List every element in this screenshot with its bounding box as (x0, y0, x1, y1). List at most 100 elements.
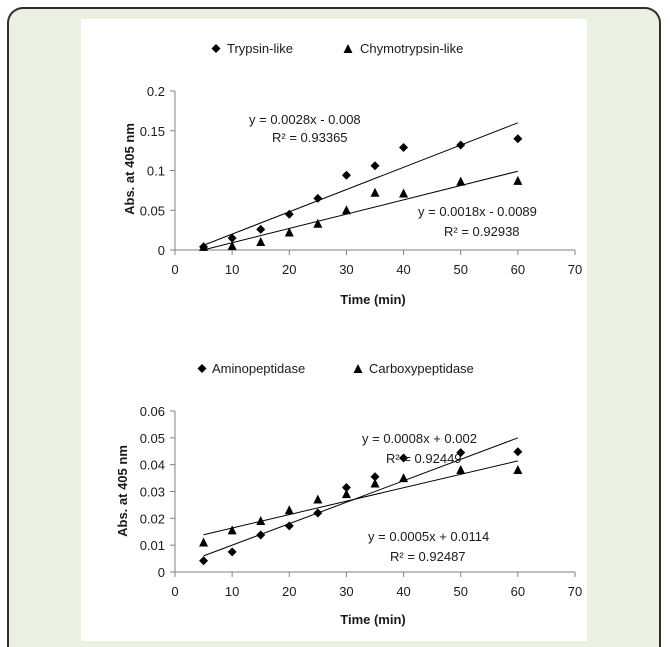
x-tick-label: 70 (568, 584, 582, 599)
x-tick-label: 70 (568, 262, 582, 277)
trendline-series-2 (203, 170, 518, 251)
y-tick-label: 0 (158, 565, 165, 580)
trendline-series-2 (203, 460, 518, 536)
trendline-equation-series-2: y = 0.0005x + 0.0114 (368, 529, 489, 544)
y-axis-title: Abs. at 405 nm (122, 123, 137, 215)
data-point-diamond (227, 547, 237, 557)
legend: Trypsin-like Chymotrypsin-like (211, 41, 463, 56)
data-point-triangle (256, 516, 266, 526)
data-point-diamond (256, 530, 266, 540)
trendline-equation-series-2: y = 0.0018x - 0.0089 (418, 204, 537, 219)
legend-label-series-1: Aminopeptidase (212, 361, 305, 376)
data-point-triangle (313, 494, 323, 504)
data-point-diamond (313, 193, 323, 203)
data-point-diamond (341, 170, 351, 180)
x-tick-label: 60 (511, 262, 525, 277)
trendlines (203, 437, 519, 557)
data-point-triangle (227, 525, 237, 535)
x-axis-title: Time (min) (340, 612, 406, 627)
data-point-diamond (284, 521, 294, 531)
data-point-triangle (341, 205, 351, 215)
legend: Aminopeptidase Carboxypeptidase (197, 361, 474, 376)
y-tick-label: 0.02 (140, 511, 165, 526)
data-point-triangle (456, 465, 466, 475)
trendline-equation-series-1: y = 0.0028x - 0.008 (249, 112, 361, 127)
data-point-triangle (199, 241, 209, 251)
legend-label-series-1: Trypsin-like (227, 41, 293, 56)
trendline-series-1 (203, 122, 519, 246)
x-tick-label: 40 (396, 584, 410, 599)
y-tick-label: 0.15 (140, 124, 165, 139)
y-tick-label: 0.04 (140, 458, 165, 473)
data-point-diamond (513, 447, 523, 457)
x-tick-label: 20 (282, 262, 296, 277)
x-tick-label: 50 (453, 584, 467, 599)
trendline-r2-series-2: R² = 0.92938 (444, 224, 520, 239)
y-tick-label: 0 (158, 243, 165, 258)
y-tick-label: 0.01 (140, 538, 165, 553)
x-tick-label: 10 (225, 262, 239, 277)
x-tick-label: 50 (453, 262, 467, 277)
chart-enzyme-trypsin: Trypsin-like Chymotrypsin-like 0 10 20 30 40… (122, 41, 582, 307)
data-point-triangle (513, 175, 523, 185)
y-axis-title: Abs. at 405 nm (115, 445, 130, 537)
data-point-diamond (256, 224, 266, 234)
data-point-triangle (341, 489, 351, 499)
legend-marker-triangle (343, 44, 353, 53)
trendlines (203, 122, 519, 251)
data-point-diamond (456, 448, 466, 458)
data-point-diamond (313, 508, 323, 518)
y-tick-label: 0.05 (140, 203, 165, 218)
data-point-triangle (313, 218, 323, 228)
data-point-triangle (399, 188, 409, 198)
data-point-diamond (199, 556, 209, 566)
y-tick-label: 0.2 (147, 84, 165, 99)
trendline-series-1 (203, 437, 519, 557)
data-point-diamond (284, 209, 294, 219)
y-tick-label: 0.03 (140, 485, 165, 500)
legend-marker-diamond (197, 364, 207, 373)
data-point-diamond (370, 161, 380, 171)
data-point-triangle (370, 187, 380, 197)
chart-enzyme-peptidase: Aminopeptidase Carboxypeptidase 0 10 20 30 4… (115, 361, 582, 627)
data-point-triangle (370, 478, 380, 488)
x-tick-label: 40 (396, 262, 410, 277)
axes: 0 10 20 30 40 50 60 70 0 0.01 0.02 0.03 0.04 0.05 0.06 (140, 404, 583, 599)
x-tick-label: 0 (171, 584, 178, 599)
x-tick-label: 30 (339, 262, 353, 277)
legend-label-series-2: Carboxypeptidase (369, 361, 474, 376)
x-axis-title: Time (min) (340, 292, 406, 307)
trendline-r2-series-1: R² = 0.93365 (272, 130, 348, 145)
data-point-triangle (284, 505, 294, 515)
data-point-diamond (399, 142, 409, 152)
y-tick-label: 0.1 (147, 164, 165, 179)
legend-marker-diamond (211, 44, 221, 53)
data-point-triangle (456, 176, 466, 186)
y-tick-label: 0.05 (140, 431, 165, 446)
data-point-triangle (399, 473, 409, 483)
x-tick-label: 20 (282, 584, 296, 599)
y-tick-label: 0.06 (140, 404, 165, 419)
data-point-triangle (199, 537, 209, 547)
legend-marker-triangle (353, 364, 363, 373)
figure-panel (81, 19, 587, 641)
x-tick-label: 60 (511, 584, 525, 599)
data-point-triangle (513, 465, 523, 475)
trendline-r2-series-2: R² = 0.92487 (390, 549, 466, 564)
data-points (199, 134, 523, 252)
figure-frame (7, 7, 661, 647)
x-tick-label: 0 (171, 262, 178, 277)
data-point-triangle (256, 237, 266, 247)
x-tick-label: 30 (339, 584, 353, 599)
data-point-triangle (227, 241, 237, 251)
x-tick-label: 10 (225, 584, 239, 599)
data-point-diamond (227, 233, 237, 243)
data-point-diamond (341, 482, 351, 492)
data-point-diamond (370, 472, 380, 482)
trendline-r2-series-1: R² = 0.92449 (386, 451, 462, 466)
trendline-equation-series-1: y = 0.0008x + 0.002 (362, 431, 477, 446)
data-point-diamond (399, 453, 409, 463)
data-point-triangle (284, 227, 294, 237)
data-point-diamond (513, 134, 523, 144)
